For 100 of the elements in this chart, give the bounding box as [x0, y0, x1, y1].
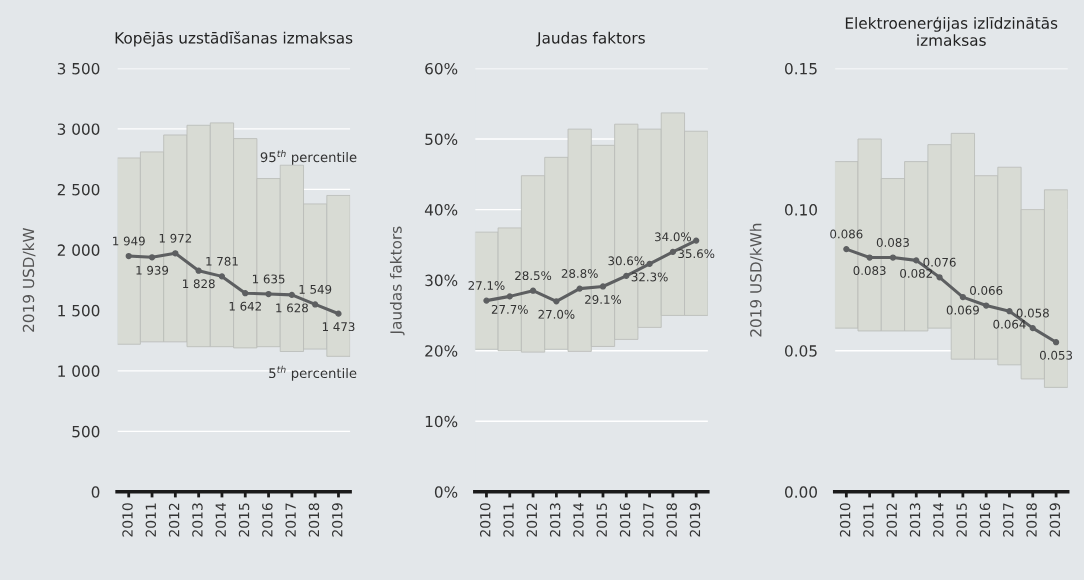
point [646, 260, 653, 268]
x-tick-label: 2018 [308, 503, 320, 537]
chart-title: Jaudas faktors [536, 31, 645, 47]
point [889, 254, 897, 261]
x-tick-label: 2017 [643, 503, 654, 537]
point [1006, 308, 1013, 315]
data-label: 1 972 [159, 233, 192, 243]
x-tick-label: 2013 [192, 503, 203, 537]
y-tick-label: 1 000 [58, 365, 100, 377]
x-tick-label: 2011 [503, 503, 514, 537]
x-tick-label: 2019 [1049, 503, 1061, 537]
point [599, 283, 607, 290]
point [913, 257, 920, 264]
y-tick-label: 20% [425, 345, 458, 357]
annotation: 5$^{th}$ percentile [269, 365, 357, 381]
x-tick-label: 2015 [238, 503, 250, 537]
x-tick-label: 2012 [526, 503, 538, 537]
point [936, 274, 943, 281]
y-tick-label: 0 [91, 486, 100, 498]
data-label: 0.076 [923, 257, 956, 267]
x-tick-label: 2018 [666, 503, 677, 537]
x-tick-label: 2010 [479, 503, 491, 537]
y-tick-label: 40% [424, 204, 458, 216]
y-tick-label: 2 500 [57, 183, 100, 196]
y-tick-label: 2 000 [57, 244, 100, 256]
y-tick-label: 50% [425, 133, 458, 146]
point [218, 273, 226, 280]
point [172, 250, 179, 257]
point [483, 297, 490, 304]
data-label: 1 549 [299, 284, 332, 294]
chart-title: Kopējās uzstādīšanas izmaksas [115, 31, 353, 47]
y-tick-label: 10% [425, 415, 458, 428]
x-tick-label: 2010 [122, 503, 133, 537]
point [1029, 324, 1036, 332]
y-tick-label: 60% [425, 62, 458, 75]
x-tick-label: 2012 [168, 503, 180, 537]
point [312, 301, 319, 308]
y-tick-label: 3 000 [57, 123, 100, 135]
data-label: 34.0% [655, 232, 691, 242]
x-tick-label: 2016 [979, 503, 991, 537]
x-tick-label: 2011 [863, 503, 874, 537]
x-tick-label: 2014 [573, 503, 584, 537]
data-label: 35.6% [678, 249, 715, 259]
annotation: 95$^{th}$ percentile [260, 149, 357, 165]
point [148, 254, 156, 261]
data-label: 0.066 [970, 285, 1003, 295]
point [553, 298, 560, 305]
x-tick-label: 2017 [1003, 503, 1014, 537]
point [195, 267, 202, 274]
point [843, 245, 850, 253]
x-tick-label: 2019 [332, 503, 343, 537]
data-label: 27.0% [538, 309, 575, 319]
x-tick-label: 2013 [909, 503, 921, 537]
y-tick-label: 30% [425, 274, 458, 287]
x-tick-label: 2015 [956, 503, 967, 537]
point [693, 237, 700, 244]
x-tick-label: 2015 [596, 503, 607, 537]
y-axis-title: Jaudas faktors [389, 226, 405, 336]
data-label: 0.069 [946, 305, 979, 315]
x-tick-label: 2016 [619, 503, 631, 537]
point [265, 290, 272, 298]
y-axis-title: 2019 USD/kW [22, 227, 36, 332]
y-tick-label: 3 500 [57, 62, 100, 75]
y-tick-label: 0.15 [785, 62, 817, 75]
point [669, 248, 677, 256]
data-label: 0.064 [993, 319, 1026, 329]
data-label: 28.8% [561, 269, 598, 278]
data-label: 27.1% [468, 281, 505, 290]
data-label: 29.1% [585, 295, 622, 304]
x-tick-label: 2014 [933, 503, 944, 537]
x-tick-label: 2018 [1026, 503, 1037, 537]
point [1052, 339, 1060, 346]
data-label: 1 642 [229, 301, 261, 311]
point [506, 293, 513, 300]
x-tick-label: 2017 [285, 503, 296, 537]
x-tick-label: 2013 [549, 503, 561, 537]
data-label: 1 628 [276, 303, 308, 313]
data-label: 0.086 [830, 229, 863, 239]
data-label: 27.7% [491, 304, 528, 314]
point [529, 287, 537, 294]
point [866, 254, 873, 261]
data-label: 1 939 [136, 265, 169, 275]
point [959, 293, 966, 301]
data-label: 32.3% [631, 272, 668, 282]
y-tick-label: 0% [434, 486, 458, 498]
y-tick-label: 0.00 [785, 486, 817, 498]
y-tick-label: 500 [72, 425, 100, 438]
chart-title: Elektroenerģijas izlīdzinātās izmaksas [845, 16, 1058, 46]
data-label: 0.053 [1039, 350, 1073, 360]
x-tick-label: 2014 [215, 503, 226, 537]
y-tick-label: 0.05 [785, 345, 817, 357]
y-tick-label: 0.10 [785, 204, 817, 216]
point [335, 310, 342, 317]
point [623, 272, 630, 280]
x-tick-label: 2010 [839, 503, 851, 537]
x-tick-label: 2016 [262, 503, 273, 537]
y-axis-title: 2019 USD/kWh [749, 223, 763, 337]
point [288, 291, 295, 299]
data-label: 0.058 [1016, 308, 1049, 318]
y-tick-label: 1 500 [58, 304, 100, 317]
